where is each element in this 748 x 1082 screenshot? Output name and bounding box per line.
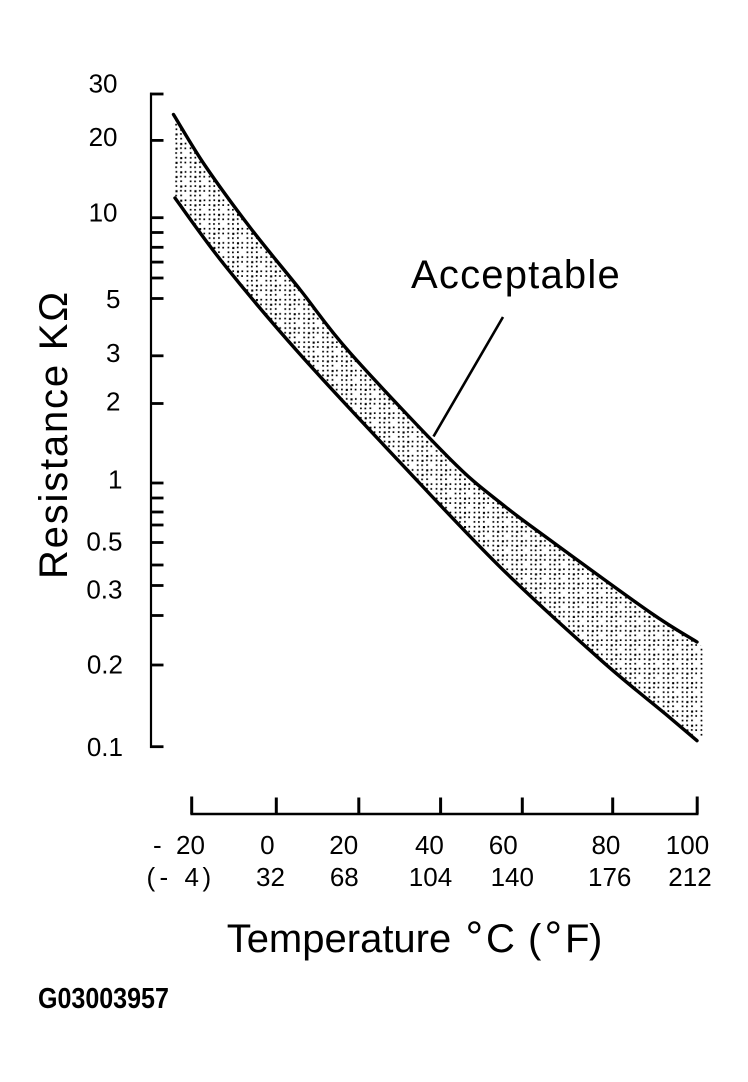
svg-text:0.5: 0.5 [86, 526, 122, 556]
svg-text:G03003957: G03003957 [38, 981, 169, 1014]
svg-text:80: 80 [591, 830, 620, 860]
svg-text:5: 5 [106, 284, 120, 314]
svg-text:2: 2 [106, 387, 120, 417]
svg-text:212: 212 [668, 862, 711, 892]
svg-text:Resistance KΩ: Resistance KΩ [32, 290, 76, 579]
svg-text:20: 20 [329, 830, 358, 860]
svg-text:104: 104 [409, 862, 452, 892]
svg-text:140: 140 [491, 862, 534, 892]
svg-text:0.1: 0.1 [87, 732, 123, 762]
svg-text:60: 60 [489, 830, 518, 860]
svg-text:32: 32 [256, 862, 285, 892]
svg-text:176: 176 [588, 862, 631, 892]
svg-text:3: 3 [106, 338, 120, 368]
svg-text:68: 68 [330, 862, 359, 892]
svg-text:Temperature°C(°F): Temperature °C (°F) [227, 913, 603, 962]
svg-text:Acceptable: Acceptable [411, 253, 621, 297]
svg-text:20: 20 [89, 122, 118, 152]
svg-text:100: 100 [666, 830, 709, 860]
svg-text:0.2: 0.2 [87, 650, 123, 680]
svg-text:-20: -20 [153, 830, 205, 860]
svg-text:1: 1 [108, 464, 122, 494]
svg-text:0: 0 [260, 830, 274, 860]
svg-text:0.3: 0.3 [86, 574, 122, 604]
svg-text:30: 30 [89, 69, 118, 99]
svg-text:10: 10 [89, 197, 118, 227]
svg-text:40: 40 [415, 830, 444, 860]
